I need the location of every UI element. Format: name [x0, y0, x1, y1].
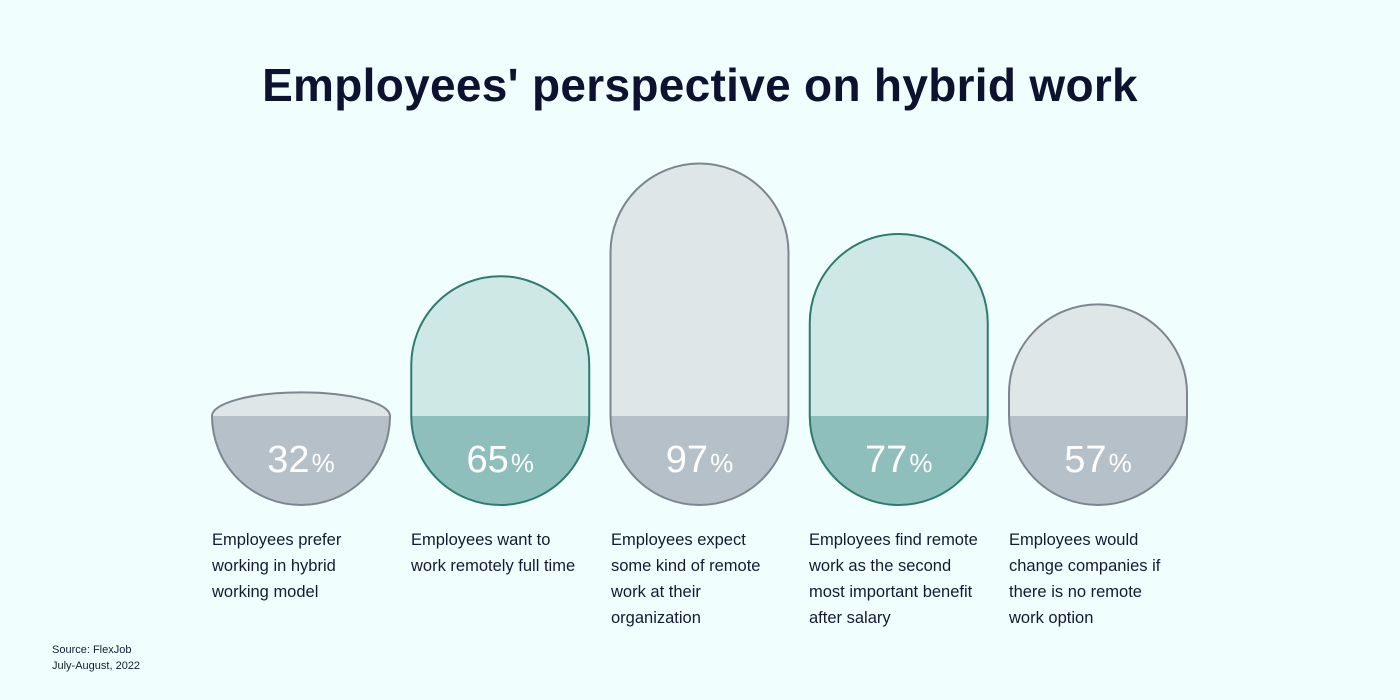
source-label: Source: FlexJob — [52, 644, 132, 656]
bar-1-outline — [210, 391, 392, 506]
bar-4-outline — [808, 232, 989, 506]
caption-4-line: after salary — [809, 609, 891, 627]
caption-4: Employees find remote work as the second m… — [809, 527, 991, 631]
caption-3-line: Employees expect — [611, 531, 746, 549]
caption-4-line: Employees find remote — [809, 531, 978, 549]
caption-1-line: working model — [212, 583, 319, 601]
bar-5-lower — [1009, 416, 1187, 505]
bar-2-value-label: 65% — [467, 439, 534, 481]
bar-3: 97% — [609, 162, 790, 506]
bar-4-value-label: 77% — [865, 439, 932, 481]
caption-3-line: work at their — [611, 583, 701, 601]
caption-1: Employees prefer working in hybrid working… — [212, 527, 394, 605]
bar-5-value-label: 57% — [1064, 439, 1131, 481]
bar-2-lower — [411, 416, 590, 505]
bar-4-upper — [809, 233, 988, 416]
caption-5: Employees would change companies if there … — [1009, 527, 1191, 631]
source-date: July-August, 2022 — [52, 660, 141, 672]
caption-4-line: most important benefit — [809, 583, 973, 601]
bar-5-upper — [1009, 304, 1187, 416]
caption-5-line: work option — [1009, 609, 1094, 627]
bar-3-upper — [610, 163, 789, 416]
caption-5-line: there is no remote — [1009, 583, 1142, 601]
caption-3: Employees expect some kind of remote work … — [611, 527, 793, 631]
caption-2: Employees want to work remotely full time — [411, 527, 593, 579]
bar-2-upper — [411, 276, 590, 416]
caption-3-line: organization — [611, 609, 701, 627]
bar-3-lower — [610, 416, 789, 505]
bar-4-lower — [809, 416, 988, 505]
caption-1-line: Employees prefer — [212, 531, 342, 549]
caption-4-line: work as the second — [809, 557, 952, 575]
caption-5-line: Employees would — [1009, 531, 1139, 549]
bar-1-lower — [212, 416, 390, 505]
chart-title: Employees' perspective on hybrid work — [262, 59, 1138, 111]
bar-2: 65% — [410, 275, 591, 506]
bar-3-value-label: 97% — [666, 439, 733, 481]
caption-2-line: Employees want to — [411, 531, 551, 549]
caption-5-line: change companies if — [1009, 557, 1161, 575]
bar-1: 32% — [210, 391, 392, 506]
bar-5: 57% — [1008, 303, 1188, 506]
bar-1-upper — [212, 392, 390, 416]
bar-1-value-label: 32% — [267, 439, 334, 481]
bar-2-outline — [410, 275, 591, 506]
bar-4: 77% — [808, 232, 989, 506]
caption-1-line: working in hybrid — [212, 557, 336, 575]
caption-3-line: some kind of remote — [611, 557, 761, 575]
bar-5-outline — [1008, 303, 1188, 506]
caption-2-line: work remotely full time — [411, 557, 576, 575]
bar-3-outline — [609, 162, 790, 506]
